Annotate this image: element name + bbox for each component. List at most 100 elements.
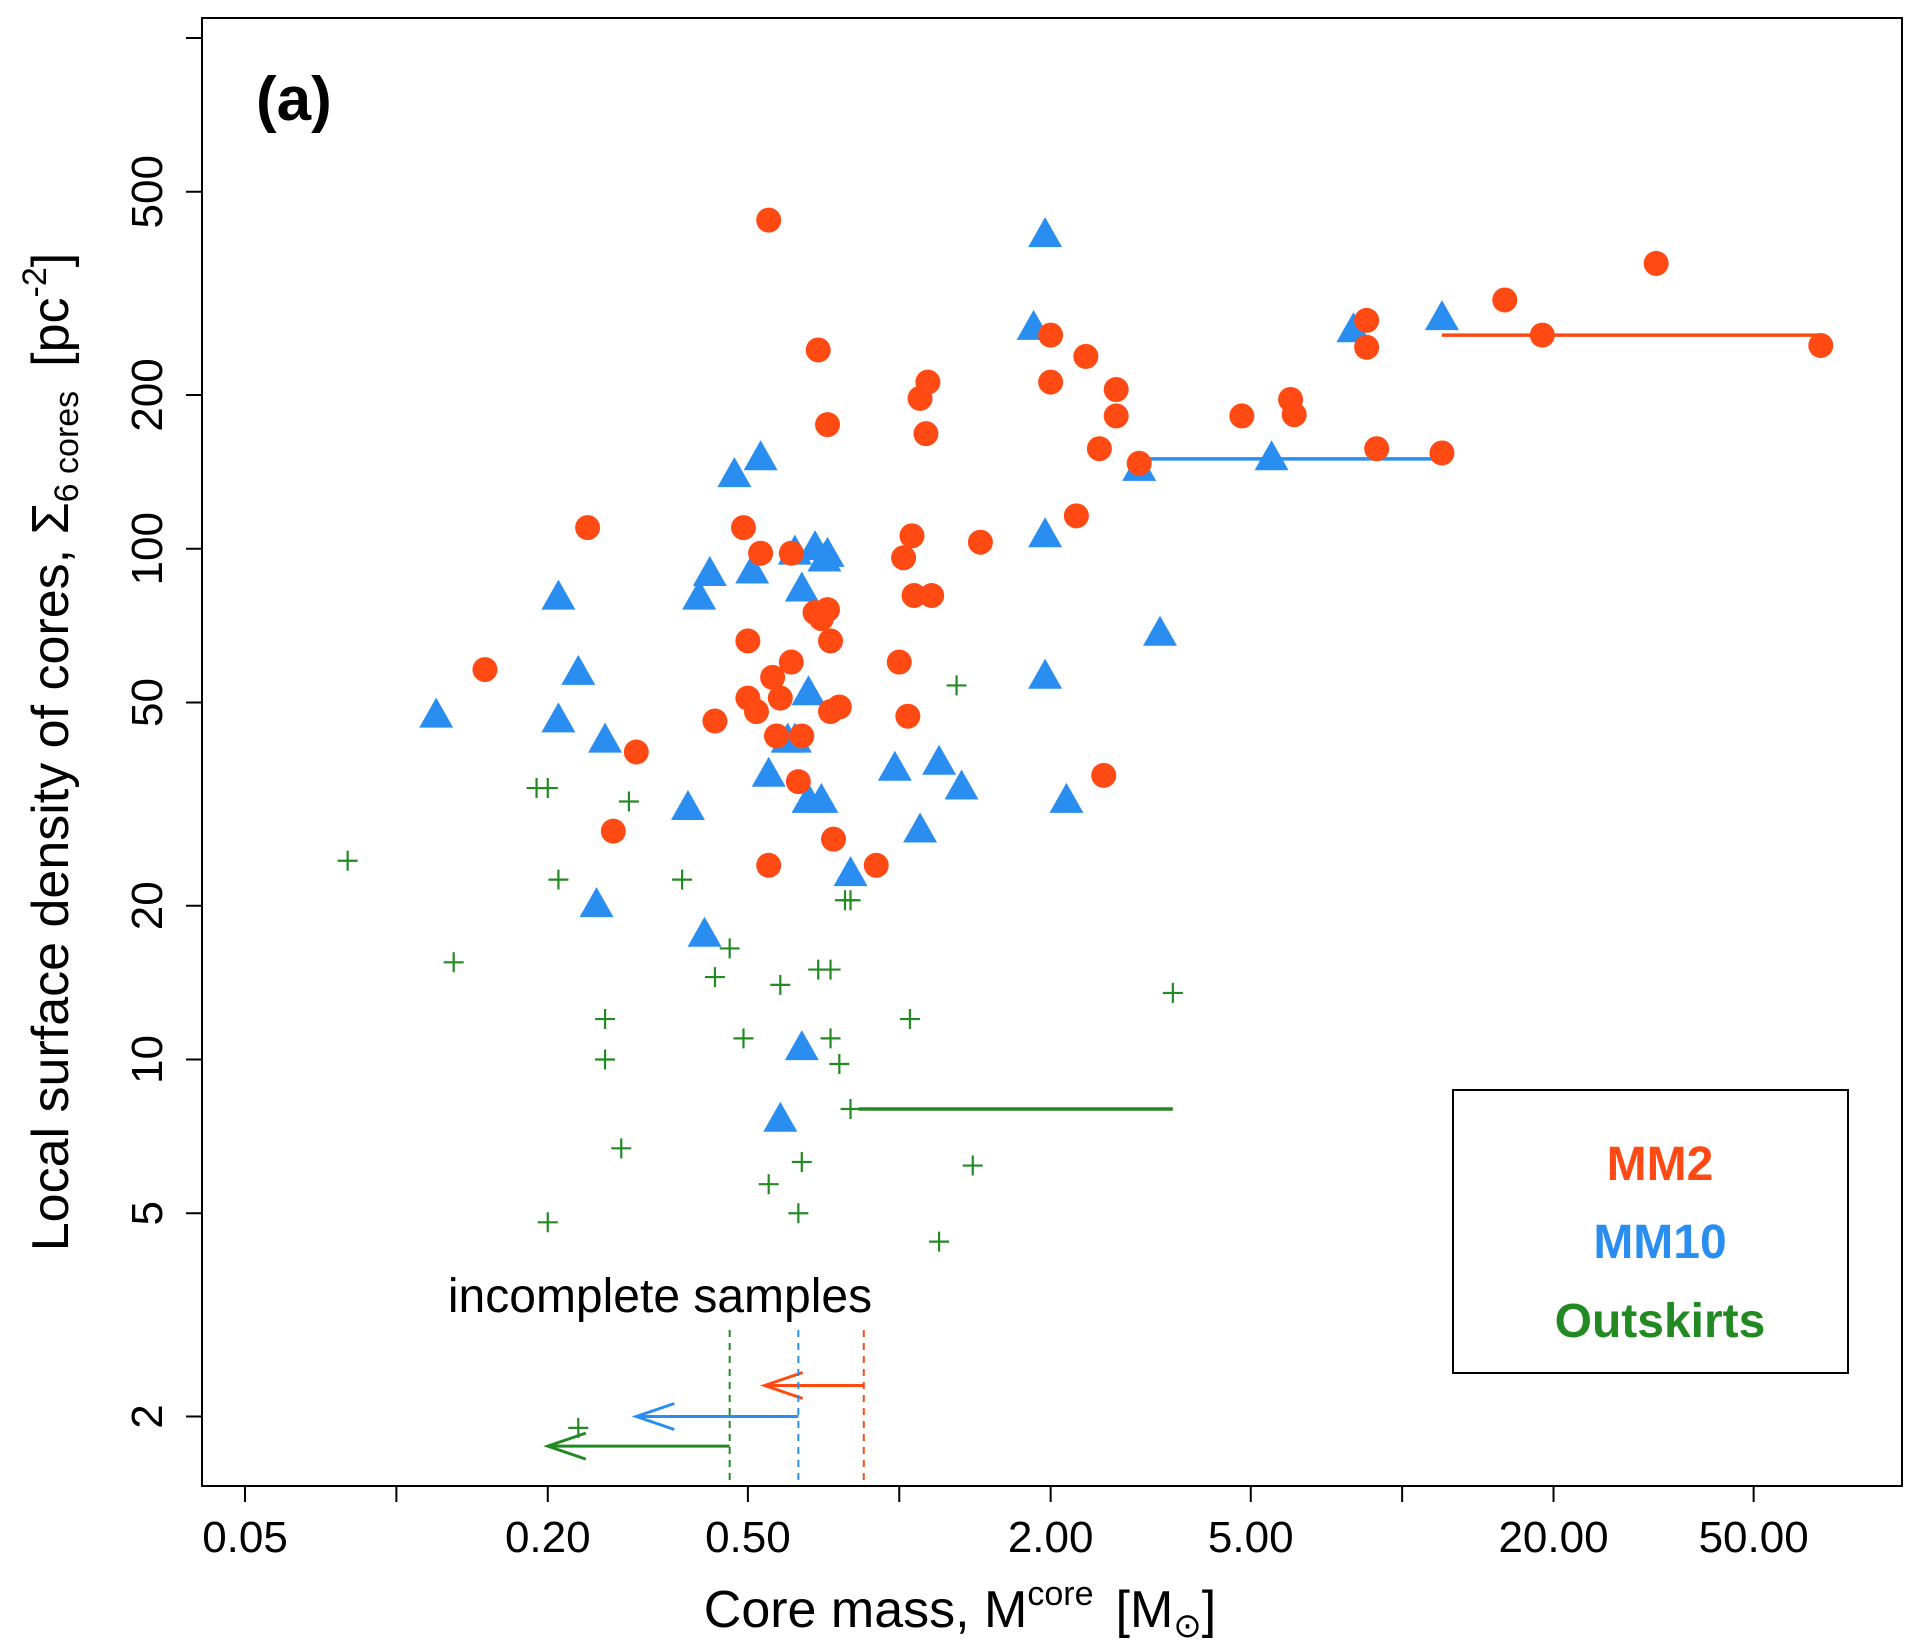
mm2-point — [886, 649, 912, 675]
x-axis: 0.05 0.20 0.50 2.00 5.00 20.00 50.00 — [202, 1486, 1809, 1562]
x-axis-title-main: Core mass, M — [704, 1581, 1028, 1639]
mm10-point — [717, 457, 752, 488]
mm2-point — [778, 540, 804, 566]
mm10-point — [1049, 782, 1084, 813]
limit-arrow-head-mm10 — [631, 1402, 675, 1431]
outskirts-point — [337, 850, 358, 871]
limit-arrow-head-outskirts — [543, 1431, 587, 1461]
legend-box — [1452, 1089, 1849, 1374]
x-tick-label: 0.05 — [202, 1513, 288, 1562]
mm10-point — [784, 1030, 819, 1061]
legend-item-mm10: MM10 — [1593, 1216, 1726, 1269]
mm10-point — [1028, 658, 1063, 689]
incomplete-samples-label: incomplete samples — [448, 1270, 872, 1323]
outskirts-point — [758, 1174, 779, 1195]
mm10-point — [1028, 217, 1063, 248]
mm10-point — [419, 697, 454, 728]
x-tick-label: 50.00 — [1699, 1513, 1809, 1562]
series-mm10 — [419, 217, 1459, 1132]
x-axis-title: Core mass, Mcore [M⊙] — [704, 1575, 1216, 1640]
outskirts-point — [719, 938, 740, 959]
y-tick-label: 5 — [123, 1201, 172, 1225]
mm10-point — [682, 579, 717, 610]
mm2-point — [1091, 762, 1117, 788]
limit-arrow-head-mm2 — [760, 1371, 804, 1400]
mm10-point — [687, 916, 722, 947]
mm2-point — [702, 708, 728, 734]
y-tick-label: 100 — [123, 512, 172, 585]
legend-item-outskirts: Outskirts — [1555, 1295, 1766, 1348]
mm2-point — [756, 852, 782, 878]
mm2-point — [1063, 503, 1089, 529]
outskirts-point — [820, 959, 841, 980]
outskirts-point — [443, 952, 464, 973]
mm2-point — [863, 852, 889, 878]
mm10-point — [588, 722, 623, 753]
mm2-point — [1038, 322, 1064, 348]
y-tick-label: 2 — [123, 1404, 172, 1428]
mm10-point — [1424, 300, 1459, 331]
mm2-point — [760, 664, 786, 690]
y-axis-title-unit-close: ] — [22, 253, 80, 267]
mm10-point — [944, 769, 979, 800]
mm2-point — [1038, 369, 1064, 395]
y-tick-label: 20 — [123, 881, 172, 930]
mm2-point — [901, 582, 927, 608]
plot-frame — [201, 17, 1903, 1487]
y-axis-title: Local surface density of cores, Σ6 cores… — [16, 253, 86, 1252]
mm10-point — [833, 856, 868, 887]
x-axis-title-unit: [M — [1116, 1581, 1174, 1639]
y-tick-label: 50 — [123, 678, 172, 727]
mm2-point — [623, 739, 649, 765]
mm2-point — [895, 703, 921, 729]
y-axis-title-unit-sup: -2 — [16, 267, 54, 297]
outskirts-point — [788, 1203, 809, 1224]
mm10-point — [579, 887, 614, 918]
panel-label: (a) — [256, 65, 332, 134]
mm10-point — [670, 789, 705, 820]
x-tick-label: 0.20 — [505, 1513, 591, 1562]
outskirts-point — [1162, 982, 1183, 1003]
outskirts-point — [595, 1009, 616, 1030]
outskirts-point — [548, 869, 569, 890]
legend-item-mm2: MM2 — [1607, 1138, 1714, 1191]
mm10-point — [743, 440, 778, 471]
mm10-point — [1254, 440, 1289, 471]
mm2-point — [763, 723, 789, 749]
mm10-point — [877, 750, 912, 781]
mm2-point — [1073, 343, 1099, 369]
x-tick-label: 0.50 — [705, 1513, 791, 1562]
outskirts-point — [840, 1099, 861, 1119]
y-axis: 2 5 10 20 50 100 200 500 — [123, 37, 202, 1429]
mm2-point — [919, 582, 945, 608]
outskirts-point — [946, 675, 967, 696]
y-tick-label: 10 — [123, 1035, 172, 1084]
series-outskirts — [337, 675, 1183, 1438]
mm10-point — [922, 744, 957, 775]
mm2-point — [756, 207, 782, 233]
mm10-point — [692, 556, 727, 587]
mm10-point — [561, 654, 596, 685]
mm2-point — [815, 597, 841, 623]
mm10-point — [791, 675, 826, 706]
mm2-point — [575, 515, 601, 541]
mm2-point — [1103, 377, 1129, 403]
y-axis-title-sub: 6 cores — [48, 391, 86, 503]
mm10-point — [810, 536, 845, 567]
mm2-point — [1364, 436, 1390, 462]
y-tick-label: 200 — [123, 358, 172, 431]
mm2-point — [789, 723, 815, 749]
outskirts-point — [929, 1231, 950, 1252]
mm2-point — [1529, 322, 1555, 348]
mm2-point — [915, 369, 941, 395]
x-axis-title-unit-close: ] — [1202, 1581, 1216, 1639]
x-axis-title-unit-sub: ⊙ — [1173, 1607, 1202, 1640]
mm2-point — [826, 694, 852, 720]
x-tick-label: 2.00 — [1008, 1513, 1094, 1562]
mm2-point — [1103, 403, 1129, 429]
mm2-point — [1086, 436, 1112, 462]
mm2-point — [743, 699, 769, 725]
x-axis-title-sup: core — [1027, 1575, 1093, 1613]
y-axis-title-main: Local surface density of cores, Σ — [22, 502, 80, 1251]
mm2-point — [735, 628, 761, 654]
